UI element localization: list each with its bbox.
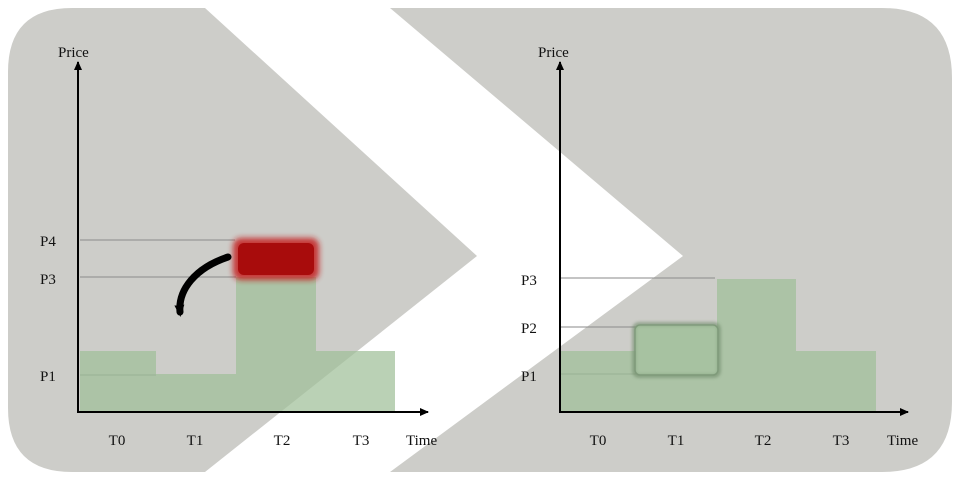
right-chart: Price Time P3 P2 P1 T0 T1 T2 T3 <box>521 45 918 449</box>
left-y-tick-p3: P3 <box>40 272 56 288</box>
right-bar-t3 <box>796 351 876 412</box>
left-y-tick-p4: P4 <box>40 234 56 250</box>
left-bar-t0 <box>80 351 156 412</box>
right-y-tick-p1: P1 <box>521 369 537 385</box>
right-y-tick-p2: P2 <box>521 321 537 337</box>
left-x-tick-t0: T0 <box>109 433 126 449</box>
left-y-tick-p1: P1 <box>40 369 56 385</box>
left-x-tick-t1: T1 <box>187 433 204 449</box>
right-x-tick-t1: T1 <box>668 433 685 449</box>
right-t1-outline <box>634 324 719 376</box>
left-red-block <box>238 243 314 275</box>
right-y-tick-p3: P3 <box>521 273 537 289</box>
right-t1-outline-shadow <box>632 322 721 378</box>
right-x-tick-t0: T0 <box>590 433 607 449</box>
right-y-axis-label: Price <box>538 45 569 61</box>
right-x-tick-t2: T2 <box>755 433 772 449</box>
left-bar-t2 <box>236 277 316 412</box>
left-y-axis-label: Price <box>58 45 89 61</box>
left-bar-t1 <box>156 374 236 412</box>
right-bar-t2 <box>717 279 796 412</box>
right-bar-t1 <box>636 326 717 412</box>
right-x-axis-label: Time <box>887 433 918 449</box>
curved-arrow-icon <box>174 253 232 317</box>
right-x-tick-t3: T3 <box>833 433 850 449</box>
left-x-tick-t3: T3 <box>353 433 370 449</box>
left-x-tick-t2: T2 <box>274 433 291 449</box>
left-bar-t3 <box>316 351 395 412</box>
right-bar-t0 <box>561 351 636 412</box>
left-chart: Price Time P4 P3 P1 T0 T1 T2 T3 <box>40 45 437 449</box>
left-x-axis-label: Time <box>406 433 437 449</box>
